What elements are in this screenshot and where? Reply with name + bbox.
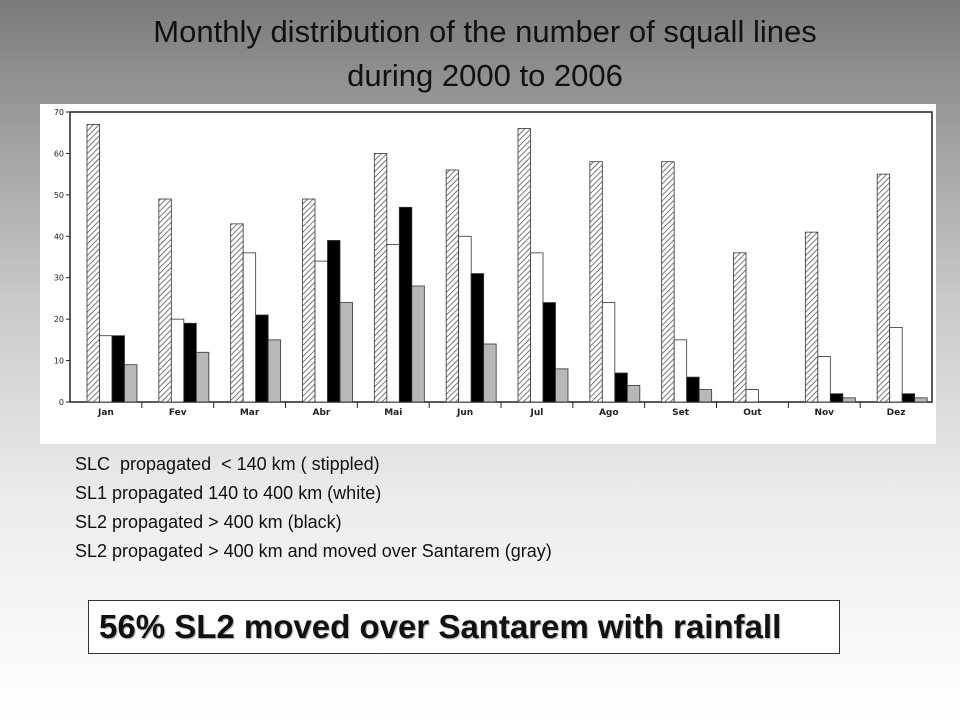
legend: SLC propagated < 140 km ( stippled) SL1 … xyxy=(75,450,552,566)
slide-title: Monthly distribution of the number of sq… xyxy=(40,10,930,98)
bar-sl1 xyxy=(242,252,257,403)
bar-sl2 xyxy=(686,376,700,403)
bar-sl2 xyxy=(111,335,125,403)
x-tick-label: Fev xyxy=(169,408,187,418)
bar-sl1 xyxy=(530,252,544,403)
y-tick-label: 60 xyxy=(54,149,64,158)
bar-sl1 xyxy=(673,339,688,403)
bar-sl1 xyxy=(386,244,400,403)
bar-slc xyxy=(661,161,675,403)
x-tick-label: Out xyxy=(743,408,762,418)
bar-sl1 xyxy=(170,318,185,403)
y-tick-label: 40 xyxy=(54,232,64,241)
y-tick-label: 70 xyxy=(54,108,64,117)
bar-chart: 0 10 20 30 40 50 60 70 Jan Fev Mar Abr Mai Jun Jul Ago S… xyxy=(54,108,933,418)
y-tick-label: 20 xyxy=(54,315,64,324)
bar-sl2 xyxy=(470,273,485,403)
y-tick-label: 10 xyxy=(54,357,64,366)
bar-sl2 xyxy=(614,372,628,403)
bar-sl2-santarem xyxy=(339,302,353,403)
bar-sl2 xyxy=(255,314,269,403)
bar-slc xyxy=(589,161,603,403)
bar-sl2-santarem xyxy=(626,385,641,403)
bar-sl2 xyxy=(542,302,556,403)
legend-item-sl2-santarem: SL2 propagated > 400 km and moved over S… xyxy=(75,541,552,561)
bar-slc xyxy=(445,169,460,403)
x-tick-label: Abr xyxy=(312,408,330,418)
bar-sl1 xyxy=(314,260,328,403)
bar-sl2 xyxy=(829,393,844,403)
bar-sl2-santarem xyxy=(411,285,425,403)
title-line-1: Monthly distribution of the number of sq… xyxy=(153,14,817,49)
bar-slc xyxy=(876,173,891,403)
y-tick-label: 50 xyxy=(54,191,64,200)
bar-sl2 xyxy=(398,206,413,403)
bar-sl2-santarem xyxy=(555,368,569,403)
x-tick-label: Jan xyxy=(97,408,114,418)
bar-slc xyxy=(733,252,747,403)
bar-sl1 xyxy=(458,235,472,403)
legend-item-sl2: SL2 propagated > 400 km (black) xyxy=(75,512,342,532)
bar-slc xyxy=(86,124,100,403)
bar-slc xyxy=(373,153,388,403)
y-tick-label: 0 xyxy=(59,398,64,407)
chart-panel: 0 10 20 30 40 50 60 70 Jan Fev Mar Abr Mai Jun Jul Ago S… xyxy=(40,104,936,444)
bar-slc xyxy=(302,198,316,403)
x-tick-label: Jul xyxy=(529,408,543,418)
bar-sl2-santarem xyxy=(124,364,138,403)
bar-sl2 xyxy=(183,322,197,403)
bar-sl2-santarem xyxy=(195,351,210,403)
bar-slc xyxy=(517,128,531,403)
bar-slc xyxy=(230,223,244,403)
x-tick-label: Ago xyxy=(599,408,619,418)
bar-sl2-santarem xyxy=(914,397,928,403)
y-tick-label: 30 xyxy=(54,274,64,283)
legend-item-slc: SLC propagated < 140 km ( stippled) xyxy=(75,454,380,474)
legend-item-sl1: SL1 propagated 140 to 400 km (white) xyxy=(75,483,382,503)
bar-sl2-santarem xyxy=(842,397,856,403)
bar-sl2-santarem xyxy=(698,389,713,403)
bar-sl2 xyxy=(901,393,916,403)
bar-sl1 xyxy=(889,327,903,403)
bar-sl1 xyxy=(817,356,831,403)
x-tick-label: Set xyxy=(672,408,690,418)
bar-sl1 xyxy=(99,335,113,403)
bar-sl1 xyxy=(745,389,759,403)
bar-slc xyxy=(158,198,172,403)
x-tick-label: Mai xyxy=(384,408,402,418)
bar-sl2 xyxy=(327,240,341,403)
x-tick-label: Mar xyxy=(240,408,260,418)
bar-sl2-santarem xyxy=(267,339,282,403)
bar-sl2-santarem xyxy=(483,343,497,403)
x-tick-label: Nov xyxy=(814,408,834,418)
bar-sl1 xyxy=(601,302,616,403)
title-line-2: during 2000 to 2006 xyxy=(347,58,623,93)
bar-slc xyxy=(804,231,819,403)
callout-box: 56% SL2 moved over Santarem with rainfal… xyxy=(88,600,840,654)
x-tick-label: Jun xyxy=(456,408,473,418)
x-tick-label: Dez xyxy=(887,408,906,418)
